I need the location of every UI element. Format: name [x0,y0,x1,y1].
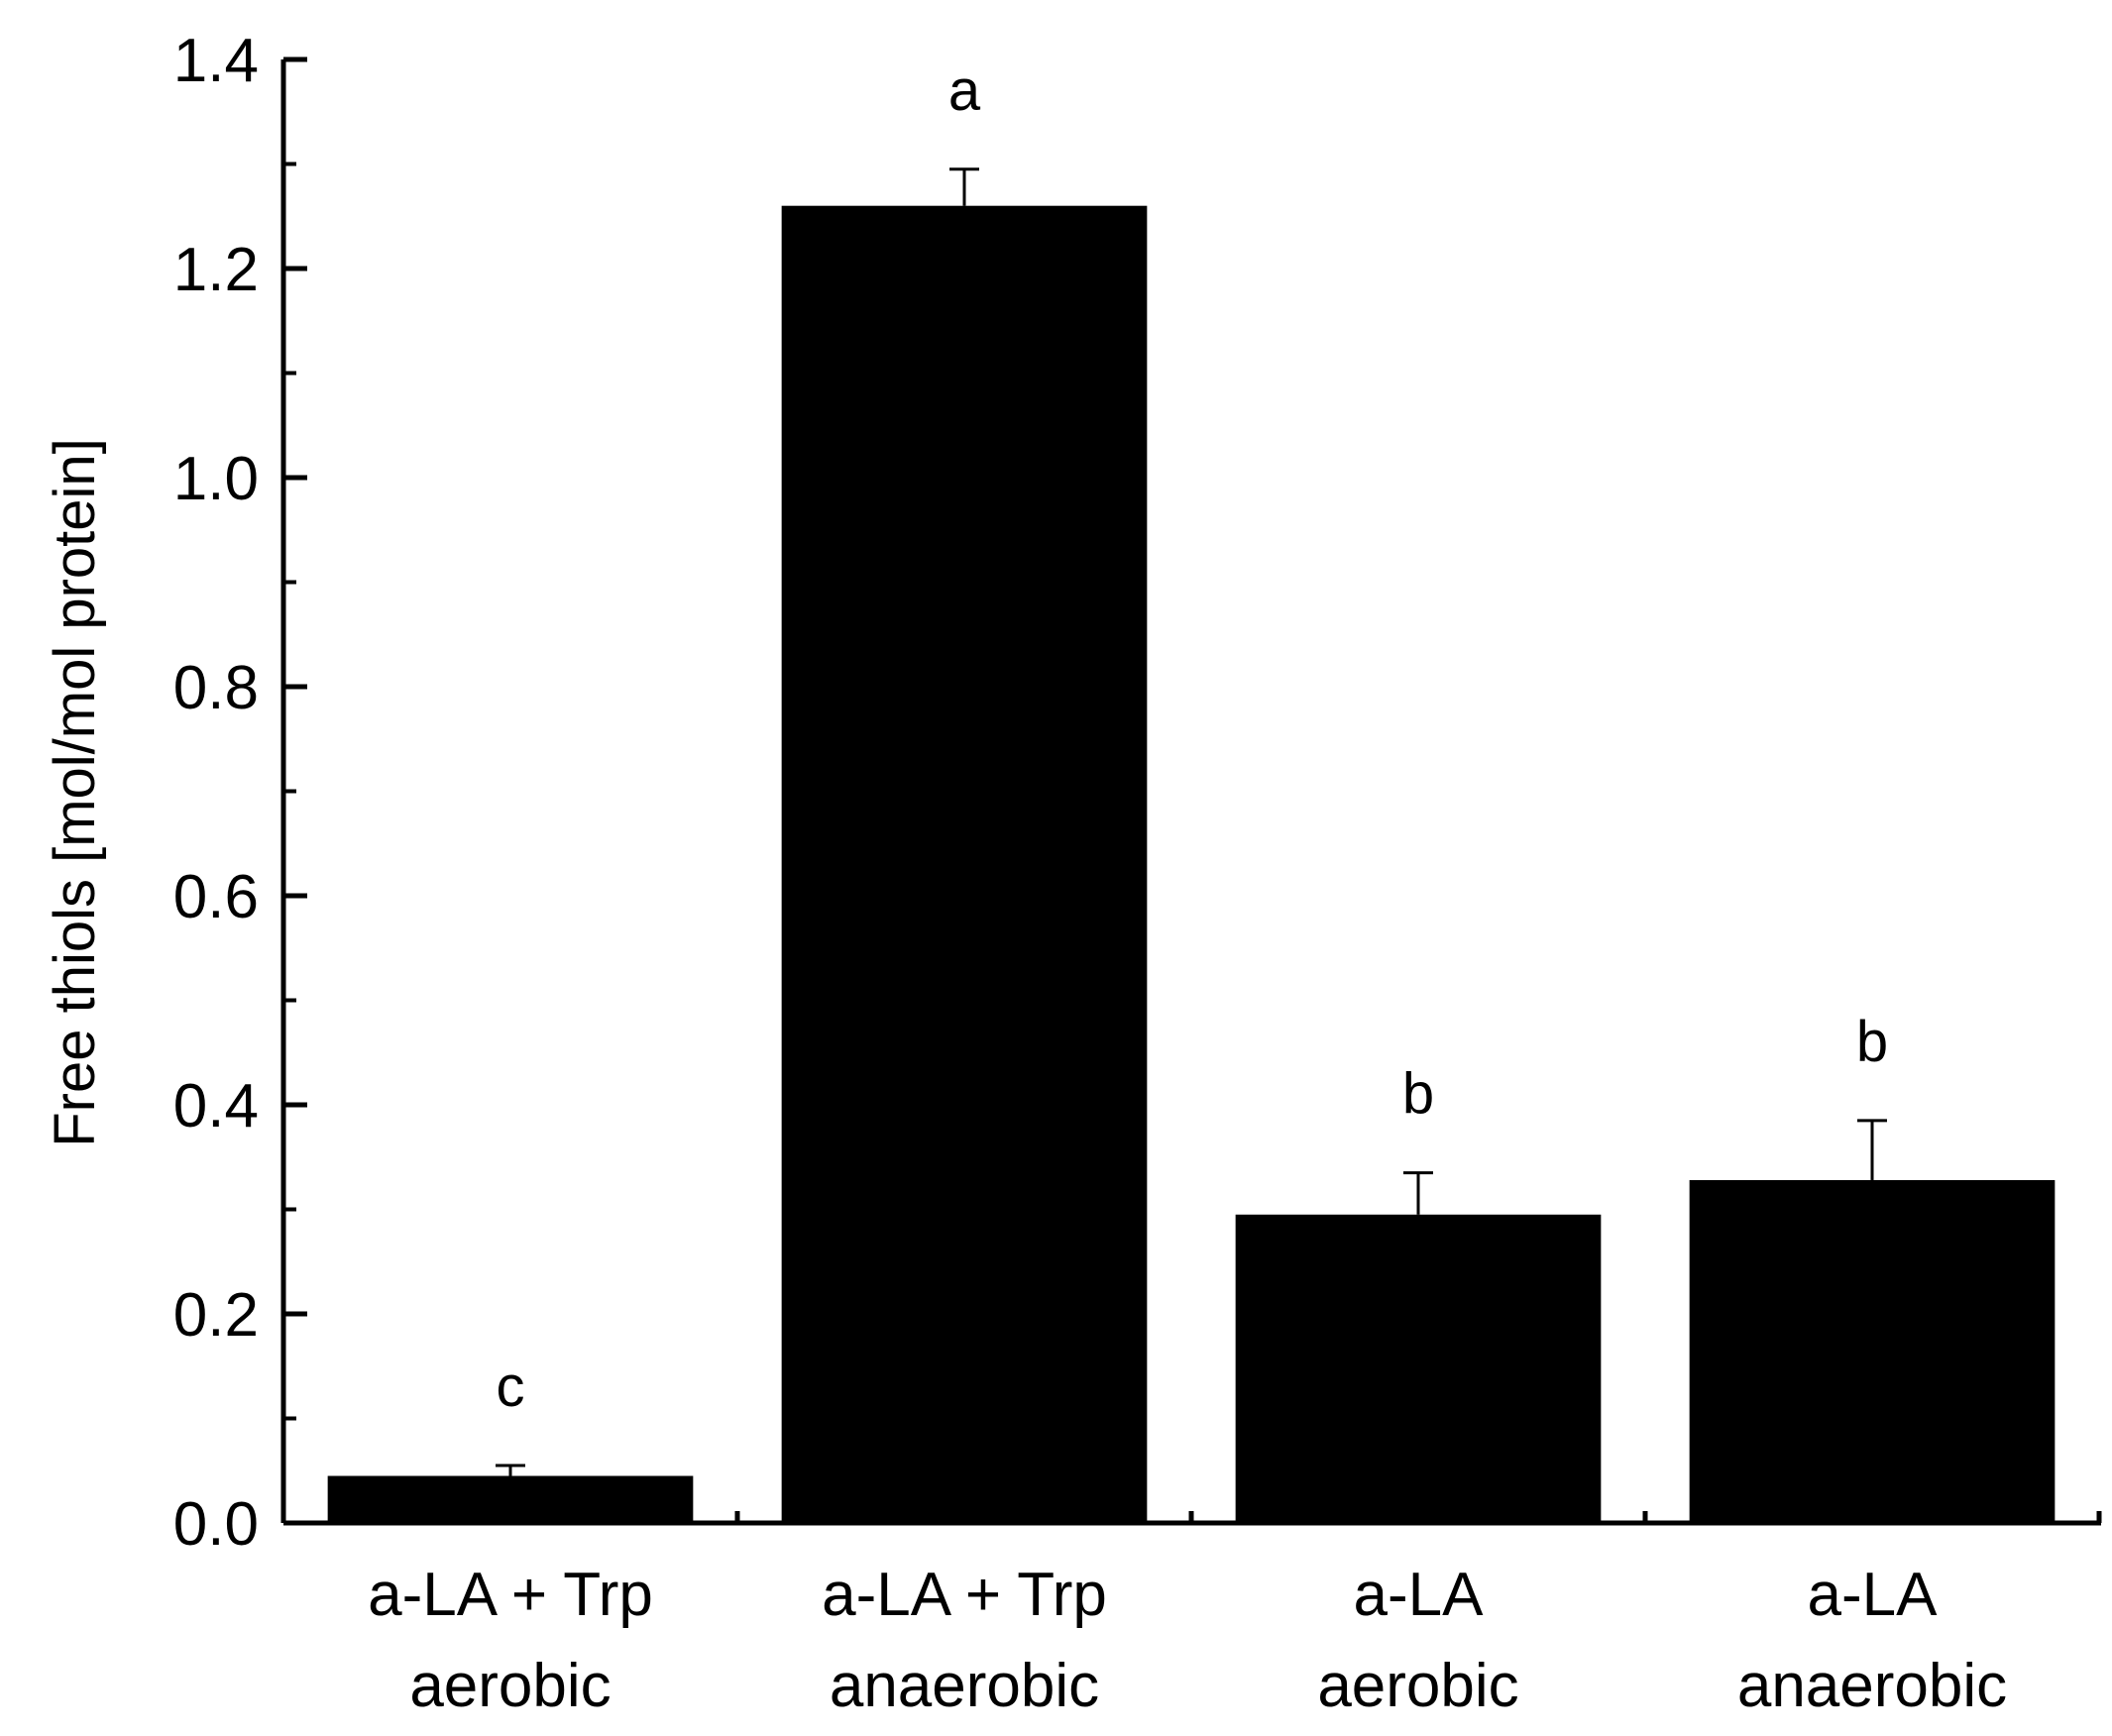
category-label-line2: anaerobic [1737,1652,2007,1720]
category-label-line2: aerobic [1317,1652,1518,1720]
category-label-line1: a-LA + Trp [368,1561,653,1629]
y-tick-label: 1.0 [173,445,259,513]
y-tick-label: 0.8 [173,654,259,722]
x-ticks-group [734,1511,2102,1523]
y-tick-label: 0.0 [173,1490,259,1559]
y-axis-title: Free thiols [mol/mol protein] [43,438,107,1147]
significance-labels-group: c a b b [497,58,1889,1419]
bars-group [327,205,2056,1524]
category-label-line2: anaerobic [830,1652,1099,1720]
category-label-line1: a-LA [1354,1561,1485,1629]
y-tick-label: 0.6 [173,863,259,931]
significance-label: b [1856,1010,1888,1074]
y-tick-label: 1.4 [173,27,259,95]
bar [1235,1214,1602,1523]
y-tick-label: 1.2 [173,236,259,304]
category-labels-group: a-LA + Trp aerobic a-LA + Trp anaerobic a-LA… [368,1561,2007,1720]
significance-label: b [1402,1062,1434,1127]
significance-label: c [497,1355,525,1419]
error-bars-group [496,167,1887,1476]
category-label-line1: a-LA + Trp [822,1561,1107,1629]
category-label-line1: a-LA [1808,1561,1939,1629]
bar [1689,1179,2056,1523]
category-label-line2: aerobic [409,1652,611,1720]
y-tick-label: 0.4 [173,1072,259,1140]
y-tick-label: 0.2 [173,1281,259,1350]
significance-label: a [948,58,981,123]
y-ticks-group: 0.0 0.2 0.4 0.6 0.8 1.0 1.2 1.4 [173,27,307,1559]
bar [781,205,1148,1524]
bar [327,1475,694,1523]
